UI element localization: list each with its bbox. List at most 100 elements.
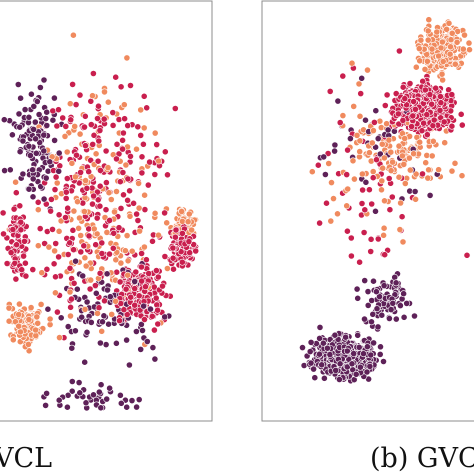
scatter-point <box>71 123 79 130</box>
scatter-point <box>140 92 148 100</box>
scatter-point <box>416 57 424 65</box>
scatter-point <box>137 345 145 353</box>
scatter-point <box>51 94 58 102</box>
scatter-point <box>161 209 168 217</box>
scatter-point <box>369 127 377 135</box>
scatter-point <box>448 167 456 175</box>
scatter-point <box>368 318 375 326</box>
scatter-point <box>64 251 72 258</box>
scatter-point <box>97 404 105 412</box>
scatter-point <box>153 141 161 148</box>
scatter-point <box>365 186 373 194</box>
scatter-point <box>109 109 117 116</box>
scatter-point <box>113 140 121 148</box>
scatter-point <box>148 312 156 320</box>
scatter-point <box>79 272 87 280</box>
scatter-point <box>115 224 123 232</box>
scatter-point <box>169 254 177 262</box>
scatter-point <box>34 319 42 327</box>
scatter-point <box>81 254 89 262</box>
scatter-point <box>383 120 390 128</box>
scatter-point <box>465 39 473 47</box>
scatter-point <box>151 129 159 137</box>
scatter-point <box>72 257 79 265</box>
scatter-point <box>42 401 49 409</box>
scatter-point <box>432 84 440 92</box>
scatter-point <box>377 343 384 351</box>
scatter-point <box>43 389 50 397</box>
scatter-point <box>436 107 444 114</box>
scatter-point <box>128 247 136 255</box>
scatter-point <box>85 232 93 240</box>
scatter-point <box>159 282 166 290</box>
scatter-point <box>81 358 89 366</box>
scatter-point <box>70 207 78 215</box>
scatter-point <box>15 300 23 308</box>
scatter-point <box>438 38 446 46</box>
scatter-point <box>424 36 432 44</box>
caption-left: VCL <box>0 443 52 474</box>
scatter-point <box>378 311 386 319</box>
scatter-point <box>428 45 436 53</box>
panel-a-scatter <box>0 31 200 412</box>
scatter-point <box>40 131 48 139</box>
scatter-point <box>406 166 414 174</box>
scatter-point <box>395 47 403 55</box>
scatter-point <box>0 209 7 217</box>
scatter-point <box>466 46 473 54</box>
scatter-point <box>30 125 37 133</box>
scatter-point <box>380 231 387 239</box>
scatter-point <box>380 154 388 162</box>
scatter-point <box>398 152 406 160</box>
scatter-point <box>316 219 323 227</box>
scatter-point <box>343 171 351 178</box>
scatter-point <box>372 288 380 296</box>
scatter-point <box>76 389 84 397</box>
scatter-point <box>344 146 351 154</box>
scatter-point <box>82 177 89 184</box>
scatter-point <box>89 92 96 100</box>
scatter-point <box>113 268 121 276</box>
scatter-point <box>49 225 56 233</box>
scatter-point <box>10 205 18 213</box>
scatter-point <box>316 334 323 342</box>
scatter-point <box>367 235 375 243</box>
scatter-point <box>389 299 397 307</box>
scatter-point <box>149 344 157 351</box>
scatter-point <box>123 403 131 411</box>
scatter-point <box>161 253 169 260</box>
scatter-point <box>381 102 389 109</box>
scatter-point <box>52 289 59 297</box>
scatter-point <box>34 206 42 214</box>
scatter-point <box>171 233 179 241</box>
scatter-point <box>72 101 80 108</box>
scatter-point <box>96 269 104 277</box>
scatter-point <box>117 204 125 212</box>
scatter-point <box>21 237 28 245</box>
scatter-point <box>422 159 430 167</box>
scatter-point <box>135 179 142 187</box>
scatter-point <box>0 116 8 124</box>
scatter-point <box>384 126 392 134</box>
scatter-point <box>25 142 33 150</box>
scatter-point <box>420 119 427 127</box>
scatter-point <box>73 285 81 293</box>
scatter-point <box>424 174 432 182</box>
scatter-point <box>75 224 82 232</box>
scatter-point <box>379 164 387 172</box>
scatter-point <box>367 248 375 255</box>
scatter-point <box>33 313 41 321</box>
scatter-point <box>119 145 126 153</box>
scatter-point <box>17 94 24 102</box>
scatter-point <box>451 60 459 68</box>
scatter-point <box>350 103 358 110</box>
scatter-point <box>97 381 105 389</box>
scatter-point <box>106 216 113 224</box>
scatter-point <box>310 365 317 373</box>
scatter-point <box>41 240 48 247</box>
scatter-point <box>101 88 108 96</box>
scatter-point <box>61 132 69 140</box>
scatter-point <box>152 294 160 302</box>
scatter-point <box>122 161 130 169</box>
scatter-point <box>376 117 384 125</box>
